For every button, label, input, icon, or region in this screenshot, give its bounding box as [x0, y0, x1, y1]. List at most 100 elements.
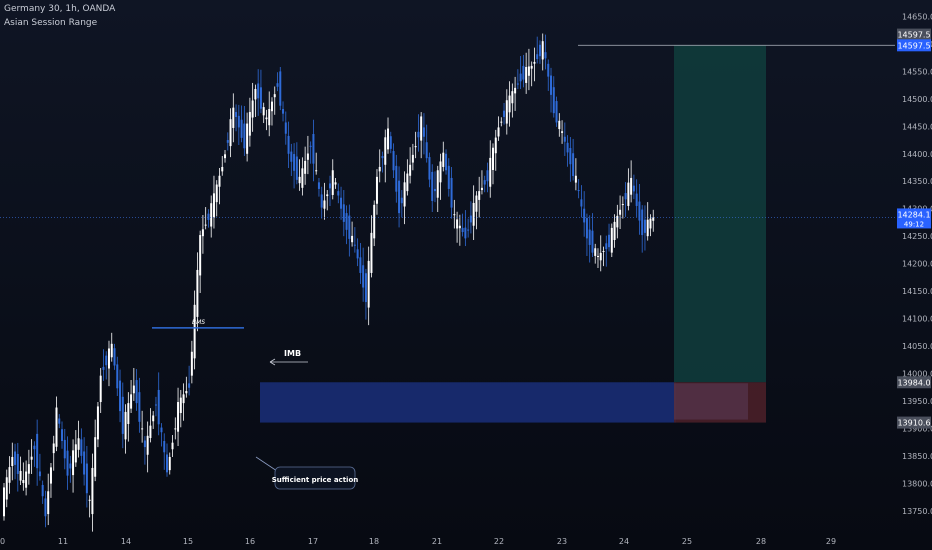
- candle-body: [580, 199, 583, 207]
- candle-body: [88, 499, 91, 501]
- y-tick-label: 14150.0: [902, 287, 932, 296]
- candle-body: [453, 214, 456, 216]
- candle-body: [80, 439, 83, 456]
- candle-body: [323, 200, 326, 209]
- candle-body: [3, 487, 5, 517]
- candle-body: [16, 453, 19, 474]
- candle-body: [243, 123, 246, 149]
- candle-body: [599, 252, 602, 261]
- candle-body: [500, 121, 503, 123]
- candle-body: [456, 219, 459, 229]
- candle-body: [273, 94, 276, 98]
- x-tick-label: 16: [245, 537, 255, 546]
- candle-body: [445, 153, 448, 171]
- candle-body: [422, 127, 425, 137]
- candle-body: [52, 443, 55, 454]
- y-tick-label: 14500.0: [902, 95, 932, 104]
- candle-body: [550, 75, 553, 95]
- candle-body: [5, 477, 8, 500]
- callout-pointer: [255, 456, 278, 472]
- candle-body: [588, 229, 591, 245]
- candle-body: [652, 217, 655, 221]
- price-tag-countdown: 49:12: [904, 220, 924, 228]
- candle-body: [558, 120, 561, 130]
- y-tick-label: 14000.0: [902, 369, 932, 378]
- candle-body: [298, 176, 301, 184]
- candle-body: [215, 184, 218, 203]
- candle-body: [635, 193, 638, 206]
- candle-body: [370, 232, 373, 273]
- candle-body: [596, 255, 599, 258]
- candle-body: [326, 194, 329, 197]
- candle-body: [251, 100, 254, 118]
- x-tick-label: 23: [557, 537, 567, 546]
- candle-body: [621, 204, 624, 206]
- candle-body: [480, 187, 483, 191]
- candle-body: [417, 131, 420, 138]
- candle-body: [555, 101, 558, 123]
- candle-body: [19, 470, 22, 481]
- candle-body: [22, 480, 25, 484]
- candle-body: [436, 170, 439, 198]
- candle-body: [295, 156, 298, 180]
- candle-body: [475, 195, 478, 212]
- candle-body: [212, 193, 215, 218]
- candle-body: [282, 109, 285, 114]
- candle-body: [177, 402, 180, 432]
- callout-text: Sufficient price action: [272, 476, 359, 484]
- candle-body: [199, 235, 202, 276]
- candle-body: [348, 215, 351, 239]
- candle-body: [257, 83, 260, 99]
- candle-body: [99, 375, 102, 403]
- candle-body: [591, 230, 594, 253]
- demand-zone: [260, 382, 676, 423]
- candle-body: [533, 61, 536, 64]
- candle-body: [116, 364, 119, 389]
- y-tick-label: 13800.0: [902, 479, 932, 488]
- imb-label: IMB: [284, 349, 301, 358]
- candle-body: [508, 95, 511, 113]
- price-tag-swing-high-upper: 14597.5: [897, 31, 930, 40]
- candle-body: [574, 175, 577, 183]
- y-tick-label: 13900.0: [902, 424, 932, 433]
- candle-body: [268, 109, 271, 126]
- candle-body: [232, 107, 235, 128]
- candle-body: [605, 243, 608, 250]
- callout-box: [274, 466, 356, 490]
- candle-body: [124, 411, 127, 440]
- candle-body: [431, 171, 434, 202]
- candle-body: [69, 463, 72, 469]
- candle-body: [110, 343, 113, 358]
- candle-body: [334, 182, 337, 185]
- candle-body: [63, 439, 66, 459]
- candle-body: [503, 110, 506, 117]
- candle-body: [478, 191, 481, 200]
- candle-body: [160, 427, 163, 433]
- candle-body: [91, 467, 94, 515]
- candle-body: [72, 450, 75, 476]
- candle-body: [44, 498, 47, 517]
- candle-body: [561, 131, 564, 133]
- candle-body: [61, 429, 64, 442]
- price-tag-current: 14284.1: [897, 210, 930, 219]
- candle-body: [171, 442, 174, 450]
- candle-body: [315, 170, 318, 172]
- candle-body: [538, 44, 541, 57]
- candle-body: [527, 66, 530, 76]
- candle-body: [389, 136, 392, 149]
- y-tick-label: 14400.0: [902, 150, 932, 159]
- candle-body: [204, 224, 207, 226]
- candle-body: [259, 87, 262, 109]
- candle-body: [224, 154, 227, 159]
- x-tick-label: 14: [121, 537, 131, 546]
- candle-body: [130, 394, 133, 409]
- symbol-title: Germany 30, 1h, OANDA: [4, 4, 116, 14]
- candle-body: [235, 112, 238, 117]
- candle-body: [522, 65, 525, 80]
- candle-body: [188, 383, 191, 388]
- candle-body: [226, 140, 229, 143]
- candle-body: [312, 134, 315, 164]
- candle-body: [544, 52, 547, 59]
